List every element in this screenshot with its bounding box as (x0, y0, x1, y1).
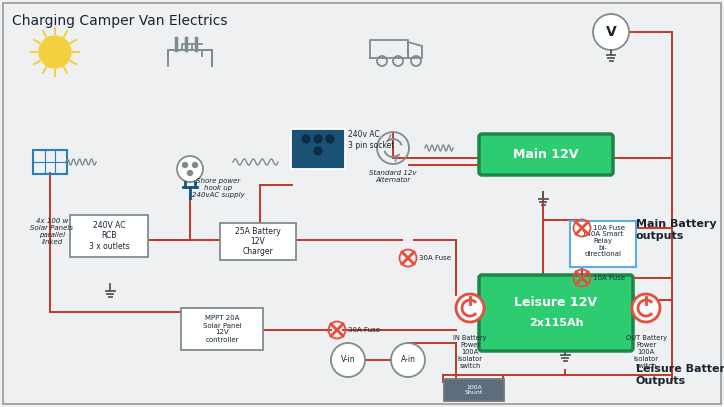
Circle shape (302, 135, 310, 143)
FancyBboxPatch shape (70, 215, 148, 257)
Text: 30A Fuse: 30A Fuse (348, 327, 380, 333)
Circle shape (456, 294, 484, 322)
Text: 10A Fuse: 10A Fuse (593, 225, 625, 231)
Circle shape (331, 343, 365, 377)
Text: 30A Fuse: 30A Fuse (419, 255, 451, 261)
Text: Main Battery
outputs: Main Battery outputs (636, 219, 717, 241)
Text: OUT Battery
Power
100A
Isolator
switch: OUT Battery Power 100A Isolator switch (626, 335, 667, 369)
Circle shape (326, 135, 334, 143)
Text: MPPT 20A
Solar Panel
12V
controller: MPPT 20A Solar Panel 12V controller (203, 315, 241, 343)
FancyBboxPatch shape (479, 134, 613, 175)
Circle shape (632, 294, 660, 322)
Text: Main 12V: Main 12V (513, 148, 578, 161)
Circle shape (314, 135, 322, 143)
FancyBboxPatch shape (570, 221, 636, 267)
FancyBboxPatch shape (479, 275, 633, 351)
FancyBboxPatch shape (220, 223, 296, 260)
Text: 140A Smart
Relay
bi-
directional: 140A Smart Relay bi- directional (582, 230, 623, 258)
Circle shape (188, 171, 193, 175)
Text: 4x 100 w
Solar Panels
parallel
linked: 4x 100 w Solar Panels parallel linked (30, 218, 74, 245)
Text: IN Battery
Power
100A
Isolator
switch: IN Battery Power 100A Isolator switch (453, 335, 487, 369)
FancyBboxPatch shape (181, 308, 263, 350)
Text: V-in: V-in (341, 355, 355, 365)
Circle shape (593, 14, 629, 50)
Text: 240V AC
RCB
3 x outlets: 240V AC RCB 3 x outlets (88, 221, 130, 251)
FancyBboxPatch shape (291, 129, 345, 169)
Circle shape (193, 162, 198, 168)
Text: 25A Battery
12V
Charger: 25A Battery 12V Charger (235, 227, 281, 256)
Text: Charging Camper Van Electrics: Charging Camper Van Electrics (12, 14, 227, 28)
Text: 100A
Shunt: 100A Shunt (465, 385, 483, 395)
Text: 240v AC
3 pin socket: 240v AC 3 pin socket (348, 130, 395, 150)
Circle shape (391, 343, 425, 377)
Circle shape (39, 36, 71, 68)
Text: Leisure Battery
Outputs: Leisure Battery Outputs (636, 364, 724, 386)
Text: 2x115Ah: 2x115Ah (529, 319, 584, 328)
Text: 10A Fuse: 10A Fuse (593, 275, 625, 281)
Circle shape (182, 162, 188, 168)
FancyBboxPatch shape (444, 379, 504, 401)
Text: Shore power
hook up
240vAC supply: Shore power hook up 240vAC supply (192, 178, 245, 198)
Circle shape (177, 156, 203, 182)
Circle shape (314, 147, 322, 155)
Text: Leisure 12V: Leisure 12V (515, 296, 597, 309)
Text: Standard 12v
Alternator: Standard 12v Alternator (369, 170, 417, 183)
Text: V: V (605, 25, 616, 39)
Text: A-in: A-in (400, 355, 416, 365)
